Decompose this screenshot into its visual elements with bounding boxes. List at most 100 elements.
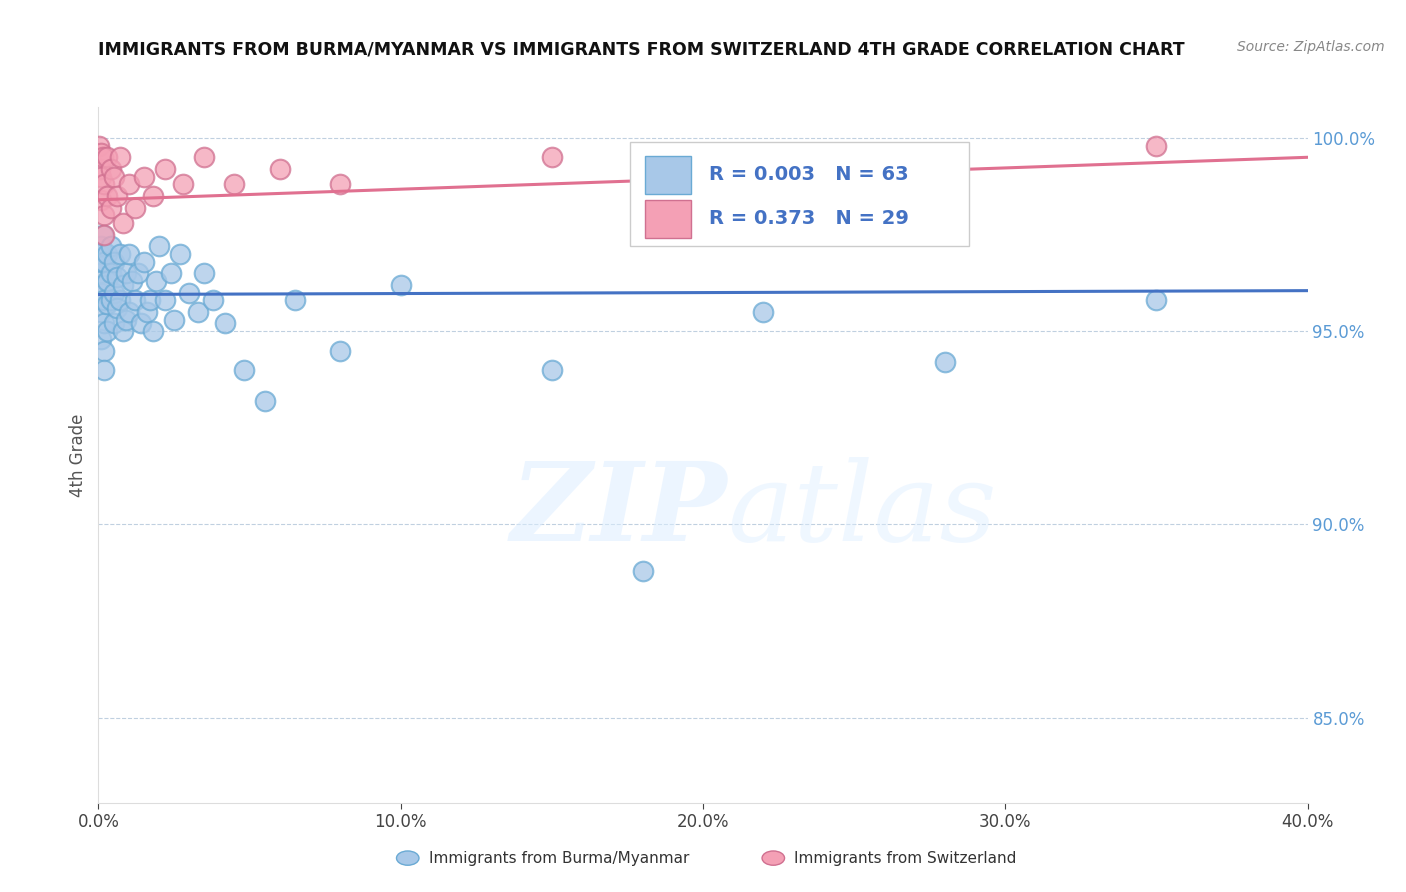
FancyBboxPatch shape xyxy=(645,156,690,194)
Point xyxy=(90,332,112,346)
Point xyxy=(160,266,183,280)
Point xyxy=(103,169,125,184)
Point xyxy=(127,266,149,280)
Point xyxy=(148,239,170,253)
Point xyxy=(89,138,111,153)
Point xyxy=(193,150,215,164)
Point xyxy=(132,169,155,184)
Point xyxy=(540,150,562,164)
Point xyxy=(540,363,562,377)
Point xyxy=(96,247,118,261)
Point xyxy=(111,216,134,230)
Point xyxy=(89,247,111,261)
Text: R = 0.373   N = 29: R = 0.373 N = 29 xyxy=(709,209,908,227)
Point xyxy=(124,201,146,215)
Point xyxy=(179,285,201,300)
Point xyxy=(135,305,157,319)
Point xyxy=(145,274,167,288)
Point xyxy=(139,293,162,308)
Point xyxy=(91,227,114,242)
Point xyxy=(90,169,112,184)
Point xyxy=(90,193,112,207)
Point xyxy=(111,324,134,338)
Text: Immigrants from Switzerland: Immigrants from Switzerland xyxy=(794,851,1017,865)
Point xyxy=(89,161,111,176)
Point xyxy=(631,564,654,578)
Point xyxy=(105,189,128,203)
Point xyxy=(118,247,141,261)
Point xyxy=(253,393,276,408)
Point xyxy=(329,343,352,358)
Point xyxy=(93,178,115,192)
Point xyxy=(93,343,115,358)
Text: ZIP: ZIP xyxy=(510,457,727,565)
Point xyxy=(142,189,165,203)
Point xyxy=(90,146,112,161)
Point xyxy=(108,293,131,308)
Point xyxy=(96,150,118,164)
Point xyxy=(96,274,118,288)
Point xyxy=(129,317,152,331)
Point xyxy=(163,312,186,326)
Point xyxy=(105,270,128,285)
Point xyxy=(118,305,141,319)
Point xyxy=(1144,293,1167,308)
Point xyxy=(389,277,412,292)
Point xyxy=(100,201,122,215)
Text: IMMIGRANTS FROM BURMA/MYANMAR VS IMMIGRANTS FROM SWITZERLAND 4TH GRADE CORRELATI: IMMIGRANTS FROM BURMA/MYANMAR VS IMMIGRA… xyxy=(98,40,1185,58)
Point xyxy=(132,254,155,268)
Point xyxy=(142,324,165,338)
Point xyxy=(96,324,118,338)
Point xyxy=(1144,138,1167,153)
Point xyxy=(187,305,209,319)
Point xyxy=(93,317,115,331)
Point xyxy=(124,293,146,308)
Text: Immigrants from Burma/Myanmar: Immigrants from Burma/Myanmar xyxy=(429,851,689,865)
Point xyxy=(89,266,111,280)
Point xyxy=(93,254,115,268)
Point xyxy=(329,178,352,192)
Point xyxy=(96,189,118,203)
Point xyxy=(103,285,125,300)
Point xyxy=(100,161,122,176)
Point xyxy=(752,305,775,319)
Point xyxy=(108,247,131,261)
Text: R = 0.003   N = 63: R = 0.003 N = 63 xyxy=(709,165,908,184)
Point xyxy=(100,293,122,308)
Point xyxy=(202,293,225,308)
Point xyxy=(90,239,112,253)
Point xyxy=(114,312,136,326)
FancyBboxPatch shape xyxy=(630,142,969,246)
Point xyxy=(93,293,115,308)
Point xyxy=(934,355,956,369)
Point xyxy=(121,274,143,288)
Point xyxy=(90,254,112,268)
Text: Source: ZipAtlas.com: Source: ZipAtlas.com xyxy=(1237,40,1385,54)
Point xyxy=(93,363,115,377)
Point xyxy=(91,150,114,164)
Point xyxy=(284,293,307,308)
Point xyxy=(153,293,176,308)
FancyBboxPatch shape xyxy=(645,200,690,238)
Point xyxy=(100,266,122,280)
Point xyxy=(93,208,115,222)
Point xyxy=(114,266,136,280)
Point xyxy=(108,150,131,164)
Y-axis label: 4th Grade: 4th Grade xyxy=(69,413,87,497)
Point xyxy=(153,161,176,176)
Point xyxy=(90,285,112,300)
Point xyxy=(232,363,254,377)
Point xyxy=(93,227,115,242)
Point xyxy=(96,297,118,311)
Point xyxy=(103,317,125,331)
Point xyxy=(214,317,236,331)
Point xyxy=(93,277,115,292)
Point xyxy=(169,247,191,261)
Point xyxy=(118,178,141,192)
Point xyxy=(269,161,291,176)
Point xyxy=(100,239,122,253)
Point xyxy=(224,178,246,192)
Text: atlas: atlas xyxy=(727,457,997,565)
Point xyxy=(111,277,134,292)
Point xyxy=(193,266,215,280)
